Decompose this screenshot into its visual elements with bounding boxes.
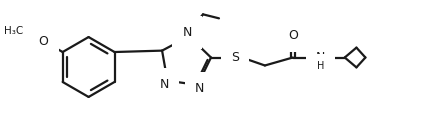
Text: O: O: [288, 29, 298, 42]
Text: S: S: [231, 51, 239, 64]
Text: N: N: [182, 26, 192, 39]
Text: H₃C: H₃C: [4, 26, 24, 36]
Text: N: N: [195, 82, 204, 95]
Text: N: N: [160, 78, 169, 91]
Text: N: N: [316, 51, 326, 64]
Text: H: H: [317, 62, 324, 71]
Text: O: O: [39, 35, 48, 48]
